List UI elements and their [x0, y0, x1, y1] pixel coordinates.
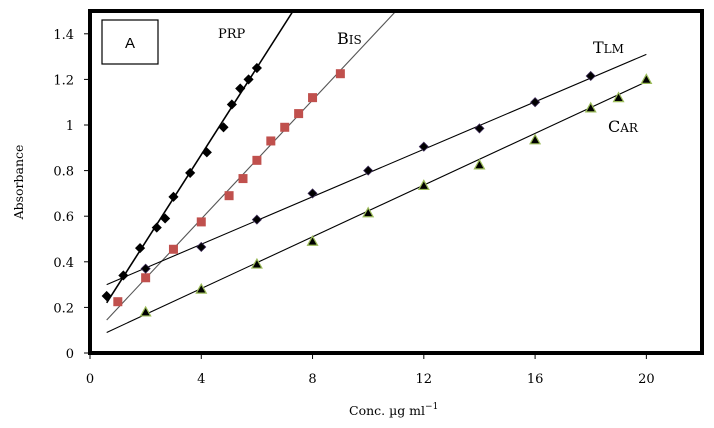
y-axis-title: Absorbance	[11, 145, 26, 221]
data-point-bis	[238, 174, 248, 184]
data-point-bis	[168, 244, 178, 254]
regression-lines	[106, 10, 647, 333]
data-point-tlm	[585, 70, 596, 82]
data-point-tlm	[530, 97, 541, 108]
data-point-prp	[251, 62, 262, 74]
data-point-prp	[226, 99, 237, 110]
data-point-tlm	[307, 188, 318, 199]
x-tick-label: 4	[197, 372, 205, 387]
y-tick-label: 1.2	[53, 73, 74, 88]
data-point-car	[195, 282, 208, 294]
x-tick-label: 16	[527, 372, 544, 387]
data-point-bis	[113, 297, 123, 307]
data-point-tlm	[251, 214, 262, 225]
y-tick-label: 0	[66, 347, 74, 362]
series-label-tlm: TLM	[593, 38, 624, 57]
series-label-bis: BIS	[337, 29, 362, 48]
x-axis-title: Conc. µg ml−1	[349, 402, 438, 418]
panel-label: A	[125, 35, 135, 52]
series-label-prp-text: PRP	[218, 27, 246, 42]
data-point-bis	[335, 69, 345, 79]
series-car	[139, 73, 653, 317]
y-tick-label: 1.4	[53, 28, 74, 43]
series-label-car-initial: C	[608, 117, 620, 136]
data-point-bis	[294, 109, 304, 119]
y-tick-label: 1	[66, 119, 74, 134]
data-point-bis	[141, 273, 151, 283]
data-markers	[101, 62, 653, 317]
data-point-prp	[201, 147, 212, 158]
fit-line-car	[106, 81, 647, 333]
x-tick-label: 12	[416, 372, 433, 387]
data-point-prp	[118, 270, 129, 281]
data-point-prp	[160, 213, 171, 224]
data-point-prp	[101, 290, 112, 302]
data-point-car	[362, 206, 375, 218]
series-label-bis-rest: IS	[349, 33, 362, 47]
data-point-bis	[196, 217, 206, 227]
data-point-car	[417, 179, 430, 191]
series-bis	[113, 69, 345, 307]
data-point-prp	[235, 83, 246, 94]
data-point-tlm	[140, 263, 151, 274]
series-label-tlm-initial: T	[593, 38, 604, 57]
fit-line-prp	[106, 10, 294, 304]
data-point-bis	[252, 155, 262, 165]
data-point-car	[473, 158, 486, 170]
fit-line-tlm	[106, 53, 647, 286]
data-point-bis	[280, 122, 290, 132]
x-tick-label: 0	[86, 372, 94, 387]
x-axis-title-superscript: −1	[425, 402, 438, 412]
data-point-prp	[151, 222, 162, 233]
x-tick-label: 20	[638, 372, 655, 387]
data-point-car	[612, 91, 625, 103]
data-point-tlm	[363, 165, 374, 176]
data-point-prp	[168, 191, 179, 202]
data-point-car	[306, 235, 319, 246]
data-point-car	[250, 257, 263, 269]
series-label-tlm-rest: LM	[604, 42, 624, 56]
data-point-car	[139, 305, 152, 317]
y-tick-label: 0.8	[53, 165, 74, 180]
x-axis-title-text: Conc. µg ml	[349, 403, 425, 418]
data-point-bis	[224, 191, 234, 201]
series-tlm	[140, 70, 596, 274]
data-point-tlm	[474, 123, 485, 134]
data-point-bis	[308, 93, 318, 103]
series-label-car-rest: AR	[619, 121, 639, 135]
data-point-tlm	[418, 141, 429, 152]
series-label-car: CAR	[608, 117, 639, 136]
data-point-tlm	[196, 241, 207, 253]
data-point-prp	[218, 122, 229, 133]
data-point-prp	[135, 243, 146, 254]
series-label-prp: PRP	[218, 27, 246, 42]
y-tick-label: 0.4	[53, 256, 74, 271]
data-point-car	[529, 133, 542, 145]
x-ticks: 0 4 8 12 16 20	[86, 353, 655, 387]
data-point-car	[584, 101, 597, 113]
y-tick-label: 0.2	[53, 301, 74, 316]
panel-label-box: A	[101, 19, 159, 65]
x-tick-label: 8	[308, 372, 316, 387]
data-point-car	[640, 73, 653, 85]
fit-line-bis	[106, 10, 397, 321]
plot-frame	[88, 9, 704, 355]
data-point-prp	[243, 74, 254, 85]
series-prp	[101, 62, 262, 302]
y-ticks: 0 0.2 0.4 0.6 0.8 1 1.2 1.4	[53, 28, 90, 362]
series-label-bis-initial: B	[337, 29, 349, 48]
data-point-bis	[266, 136, 276, 146]
data-point-prp	[185, 167, 196, 178]
y-tick-label: 0.6	[53, 210, 74, 225]
